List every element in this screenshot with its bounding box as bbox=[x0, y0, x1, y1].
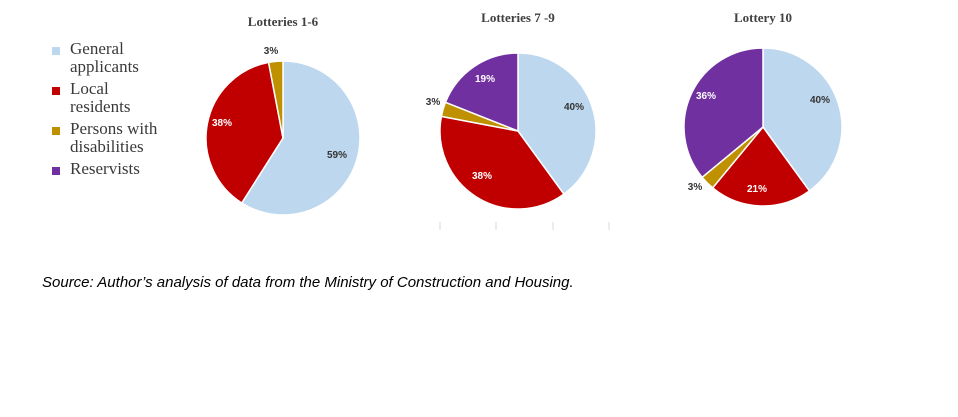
pie-chart-lotteries-1-6: Lotteries 1-6 59% 38% 3% bbox=[205, 14, 361, 216]
data-label-local-residents: 38% bbox=[212, 118, 232, 129]
pie-slice-local-residents bbox=[711, 125, 811, 207]
chart-title-lottery-10: Lottery 10 bbox=[734, 10, 792, 25]
legend-swatch-persons-with-disabilities bbox=[52, 127, 60, 135]
legend-swatch-reservists bbox=[52, 167, 60, 175]
legend-label-reservists: Reservists bbox=[70, 159, 140, 178]
data-label-local-residents: 21% bbox=[747, 184, 767, 195]
legend-item-general-applicants: General applicants bbox=[52, 40, 202, 76]
legend: General applicants Local residents Perso… bbox=[52, 40, 202, 182]
legend-item-reservists: Reservists bbox=[52, 160, 202, 178]
data-label-general-applicants: 40% bbox=[564, 102, 584, 113]
chart-title-lotteries-1-6: Lotteries 1-6 bbox=[248, 14, 319, 29]
pie-chart-lottery-10: Lottery 10 40% 21% 3% 36% bbox=[683, 10, 843, 207]
legend-label-general-applicants: General applicants bbox=[70, 39, 139, 76]
data-label-general-applicants: 59% bbox=[327, 150, 347, 161]
pie-slice-local-residents bbox=[205, 61, 284, 205]
data-label-reservists: 19% bbox=[475, 74, 495, 85]
pie-slice-general-applicants bbox=[517, 52, 597, 196]
legend-item-persons-with-disabilities: Persons with disabilities bbox=[52, 120, 202, 156]
legend-item-local-residents: Local residents bbox=[52, 80, 202, 116]
data-label-reservists: 36% bbox=[696, 91, 716, 102]
pie-slice-reservists bbox=[444, 52, 519, 133]
source-note: Source: Author’s analysis of data from t… bbox=[42, 274, 574, 291]
pie-slice-general-applicants bbox=[240, 60, 361, 216]
legend-swatch-general-applicants bbox=[52, 47, 60, 55]
pie-slice-reservists bbox=[683, 47, 764, 179]
pie-slice-persons-with-disabilities bbox=[267, 60, 284, 139]
axis-ticks bbox=[439, 222, 610, 230]
legend-swatch-local-residents bbox=[52, 87, 60, 95]
pie-slice-general-applicants bbox=[762, 47, 843, 192]
data-label-local-residents: 38% bbox=[472, 171, 492, 182]
data-label-persons-with-disabilities: 3% bbox=[688, 182, 703, 193]
data-label-persons-with-disabilities: 3% bbox=[264, 46, 279, 57]
pie-chart-lotteries-7-9: Lotteries 7 -9 40% 38% 3% 19% bbox=[426, 10, 610, 230]
pie-charts: Lotteries 1-6 59% 38% 3% Lotteries 7 -9 40… bbox=[205, 10, 843, 230]
data-label-general-applicants: 40% bbox=[810, 95, 830, 106]
data-label-persons-with-disabilities: 3% bbox=[426, 97, 441, 108]
legend-label-persons-with-disabilities: Persons with disabilities bbox=[70, 119, 158, 156]
chart-title-lotteries-7-9: Lotteries 7 -9 bbox=[481, 10, 555, 25]
legend-label-local-residents: Local residents bbox=[70, 79, 131, 116]
pie-slice-local-residents bbox=[439, 115, 565, 210]
